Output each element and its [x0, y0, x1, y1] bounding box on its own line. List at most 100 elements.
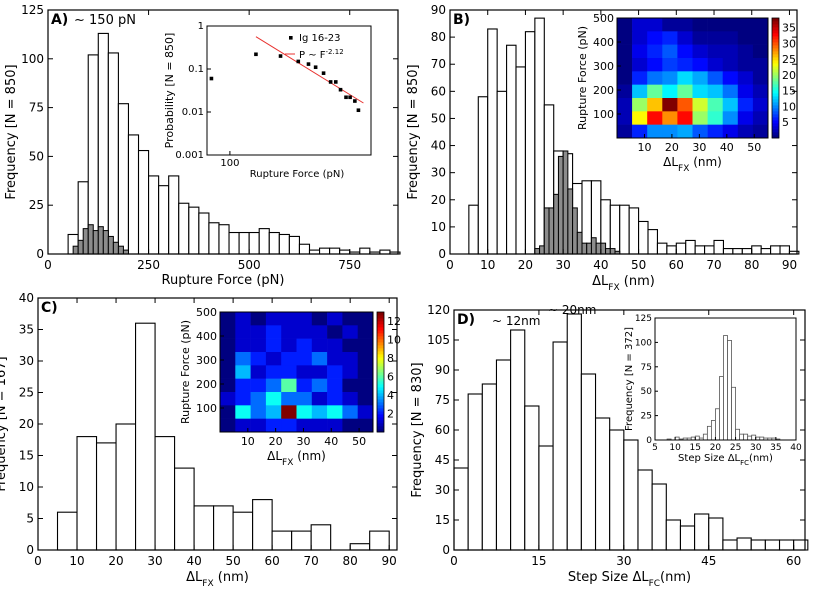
- bar: [694, 245, 706, 255]
- heatmap-cell: [265, 418, 282, 433]
- heatmap-cell: [647, 18, 663, 32]
- heatmap-cell: [707, 124, 723, 139]
- heatmap-cell: [357, 418, 374, 433]
- plot-frame: [449, 9, 798, 255]
- colorbar-step: [377, 375, 384, 379]
- heatmap-cell: [707, 58, 723, 72]
- bar: [87, 54, 99, 255]
- heatmap-cell: [357, 378, 374, 393]
- heatmap-cell: [722, 111, 739, 125]
- bar: [515, 66, 526, 255]
- heatmap-cell: [737, 44, 754, 59]
- inset-x-title: ΔLFX (nm): [663, 155, 722, 174]
- colorbar-tick-label: 10: [387, 334, 401, 347]
- colorbar-step: [772, 123, 779, 127]
- bar: [319, 247, 331, 255]
- bar: [496, 90, 508, 255]
- x-tick-label: 30: [750, 443, 762, 453]
- bar: [594, 417, 611, 551]
- panel-B: 0 10 20 30 40 50 60 70 80 90 0 10 20 30 40 50 60 70 80 90 ΔL…: [406, 3, 800, 293]
- x-tick-label: 30: [556, 258, 571, 272]
- heatmap-cell: [281, 378, 297, 393]
- heatmap-cell: [617, 44, 633, 59]
- heatmap-cell: [632, 44, 648, 59]
- inset-x-title: Rupture Force (pN): [250, 169, 345, 180]
- heatmap-cell: [265, 352, 282, 366]
- data-point: [328, 80, 333, 84]
- heatmap-cell: [265, 405, 282, 419]
- y-tick-label: 15: [19, 449, 34, 463]
- colorbar-step: [377, 339, 384, 343]
- colorbar-step: [772, 102, 779, 106]
- y-tick-label: 105: [427, 333, 450, 347]
- heatmap-cell: [296, 392, 313, 406]
- data-point: [296, 59, 301, 64]
- bar: [685, 239, 696, 255]
- colorbar-step: [772, 117, 779, 121]
- bar: [778, 539, 795, 551]
- bar: [741, 248, 753, 255]
- heatmap-cell: [296, 312, 313, 326]
- heatmap-cell: [647, 124, 663, 139]
- colorbar-step: [377, 372, 384, 376]
- heatmap-cell: [220, 365, 236, 379]
- colorbar-tick-label: 15: [782, 85, 796, 98]
- heatmap-cell: [281, 325, 297, 339]
- heatmap-cell: [632, 58, 648, 72]
- heatmap-cell: [632, 18, 648, 32]
- colorbar-step: [772, 66, 779, 70]
- x-tick-label: 20: [710, 443, 722, 453]
- inset-frame: [219, 311, 374, 433]
- bar: [95, 442, 117, 551]
- bar: [495, 359, 512, 551]
- bar: [481, 383, 498, 551]
- heatmap-cell: [220, 418, 236, 433]
- colorbar-step: [377, 399, 384, 403]
- heatmap-cell: [250, 418, 267, 433]
- y-tick-label: 30: [435, 483, 450, 497]
- heatmap-cell: [327, 392, 343, 406]
- x-tick-label: 40: [790, 443, 802, 453]
- bar-highlight: [590, 237, 597, 255]
- bar: [665, 519, 682, 551]
- colorbar-step: [377, 342, 384, 346]
- heatmap-cell: [707, 84, 723, 99]
- bar: [158, 185, 170, 255]
- heatmap-cell: [662, 84, 678, 99]
- x-tick-label: 90: [382, 554, 397, 568]
- heatmap-cell: [707, 18, 723, 32]
- bar: [453, 467, 469, 551]
- bar: [477, 96, 489, 255]
- colorbar-step: [377, 348, 384, 352]
- inset-bar-rect: [719, 376, 724, 441]
- bar: [238, 231, 250, 255]
- heatmap-cell: [311, 365, 328, 379]
- x-tick-label: 10: [669, 443, 681, 453]
- y-tick-label: 100: [635, 338, 652, 348]
- colorbar-tick-label: 2: [387, 408, 394, 421]
- data-point: [338, 87, 343, 92]
- heatmap-cell: [281, 352, 297, 366]
- y-tick-label: 20: [19, 417, 34, 431]
- y-tick-label: 125: [21, 3, 44, 17]
- bar: [198, 212, 210, 255]
- heatmap-cell: [722, 98, 739, 112]
- bar-highlight: [553, 193, 559, 255]
- colorbar-step: [377, 327, 384, 331]
- bar: [291, 530, 312, 551]
- heatmap-cell: [235, 365, 251, 379]
- heatmap-cell: [265, 312, 282, 326]
- heatmap-cell: [632, 98, 648, 112]
- data-point: [254, 52, 258, 57]
- y-tick-label: 25: [19, 386, 34, 400]
- heatmap-cell: [357, 338, 374, 353]
- legend-marker: [289, 36, 293, 40]
- annotation: ~ 12nm: [492, 314, 540, 328]
- y-tick-label: 125: [635, 314, 652, 324]
- y-tick-label: 60: [431, 84, 446, 98]
- bar-highlight: [87, 224, 94, 255]
- inset-y-title: Rupture Force (pN): [576, 26, 589, 130]
- colorbar-frame: [771, 17, 780, 139]
- bar-highlight: [534, 248, 541, 255]
